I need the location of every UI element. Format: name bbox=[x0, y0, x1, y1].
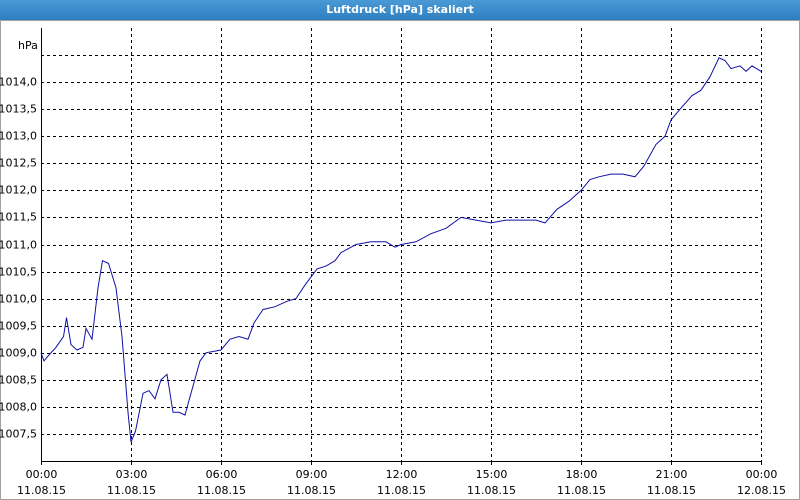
y-tick-label: 1012,0 bbox=[0, 184, 37, 197]
x-tick-date: 11.08.15 bbox=[107, 484, 156, 497]
window-border bbox=[0, 20, 800, 500]
y-tick-label: 1014,0 bbox=[0, 76, 37, 89]
y-tick-label: 1010,0 bbox=[0, 293, 37, 306]
x-tick-label: 09:00 bbox=[296, 468, 328, 481]
line bbox=[40, 57, 762, 443]
x-tick-date: 11.08.15 bbox=[467, 484, 516, 497]
x-tick-date: 11.08.15 bbox=[647, 484, 696, 497]
x-tick-date: 11.08.15 bbox=[197, 484, 246, 497]
x-tick-label: 06:00 bbox=[206, 468, 238, 481]
y-tick-label: 1013,0 bbox=[0, 130, 37, 143]
x-tick-date: 11.08.15 bbox=[17, 484, 66, 497]
x-tick-date: 11.08.15 bbox=[557, 484, 606, 497]
x-tick-label: 00:00 bbox=[746, 468, 778, 481]
y-tick-label: 1009,5 bbox=[0, 320, 37, 333]
y-tick-label: 1008,5 bbox=[0, 374, 37, 387]
y-tick-label: 1009,0 bbox=[0, 347, 37, 360]
title-bar: Luftdruck [hPa] skaliert bbox=[0, 0, 800, 20]
x-tick-label: 21:00 bbox=[656, 468, 688, 481]
y-tick-label: 1011,0 bbox=[0, 239, 37, 252]
x-tick-date: 11.08.15 bbox=[377, 484, 426, 497]
x-tick-label: 03:00 bbox=[116, 468, 148, 481]
y-tick-label: 1012,5 bbox=[0, 157, 37, 170]
x-tick-label: 12:00 bbox=[386, 468, 418, 481]
x-tick-label: 00:00 bbox=[26, 468, 58, 481]
x-tick-date: 12.08.15 bbox=[737, 484, 786, 497]
y-tick-label: 1010,5 bbox=[0, 266, 37, 279]
y-tick-label: 1007,5 bbox=[0, 428, 37, 441]
y-unit: hPa bbox=[18, 39, 38, 52]
y-tick-label: 1013,5 bbox=[0, 103, 37, 116]
x-tick-label: 18:00 bbox=[566, 468, 598, 481]
x-tick-label: 15:00 bbox=[476, 468, 508, 481]
x-tick-date: 11.08.15 bbox=[287, 484, 336, 497]
y-tick-label: 1008,0 bbox=[0, 401, 37, 414]
y-tick-label: 1011,5 bbox=[0, 211, 37, 224]
